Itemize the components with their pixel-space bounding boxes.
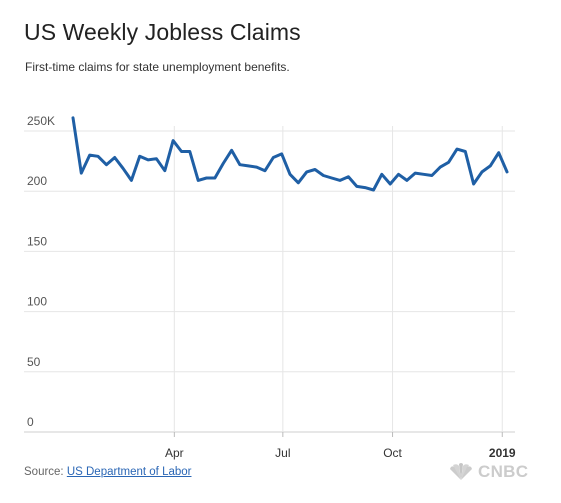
series-line xyxy=(71,116,509,192)
cnbc-logo: CNBC xyxy=(448,462,528,482)
y-tick-label: 200 xyxy=(27,174,47,188)
x-tick-label: Apr xyxy=(165,446,184,460)
chart-title: US Weekly Jobless Claims xyxy=(24,19,301,45)
x-tick-label: 2019 xyxy=(489,446,516,460)
y-tick-label: 0 xyxy=(27,415,34,429)
chart-subtitle: First-time claims for state unemployment… xyxy=(25,60,290,74)
y-tick-label: 100 xyxy=(27,295,47,309)
line-chart: 0 50 100 150 200 250K Apr Jul Oct 2019 xyxy=(24,114,516,460)
y-tick-label: 50 xyxy=(27,355,41,369)
source-note: Source: US Department of Labor xyxy=(24,466,191,478)
y-tick-label: 150 xyxy=(27,234,47,248)
x-tick-label: Jul xyxy=(275,446,290,460)
logo-text: CNBC xyxy=(478,462,529,481)
peacock-icon xyxy=(450,463,472,480)
x-tick-label: Oct xyxy=(383,446,402,460)
source-prefix: Source: xyxy=(24,466,67,478)
source-link[interactable]: US Department of Labor xyxy=(66,466,192,478)
y-tick-label: 250K xyxy=(27,114,55,128)
